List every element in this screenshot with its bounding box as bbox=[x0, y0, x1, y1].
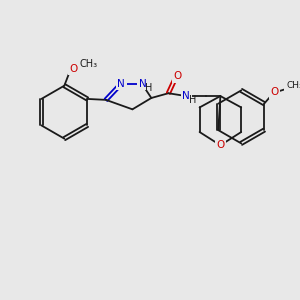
Text: CH₃: CH₃ bbox=[80, 59, 98, 69]
Text: CH₃: CH₃ bbox=[286, 81, 300, 90]
Text: H: H bbox=[189, 95, 197, 105]
Text: O: O bbox=[70, 64, 78, 74]
Text: O: O bbox=[174, 71, 182, 81]
Text: N: N bbox=[139, 79, 147, 89]
Text: O: O bbox=[216, 140, 224, 150]
Text: O: O bbox=[270, 87, 279, 97]
Text: N: N bbox=[182, 91, 190, 101]
Text: H: H bbox=[145, 82, 152, 93]
Text: N: N bbox=[117, 79, 125, 89]
